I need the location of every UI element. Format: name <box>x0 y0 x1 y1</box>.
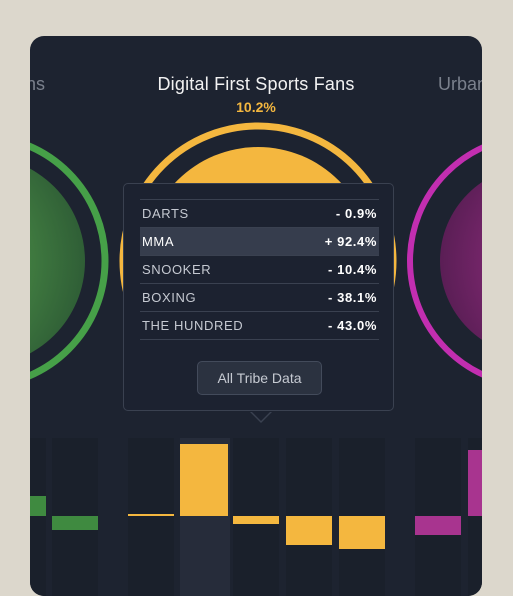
sport-row-darts[interactable]: DARTS - 0.9% <box>140 200 379 228</box>
sport-label: BOXING <box>142 290 197 305</box>
sport-row-mma[interactable]: MMA + 92.4% <box>140 228 379 256</box>
left-tribe-circle[interactable] <box>30 156 85 366</box>
bar-column <box>128 438 174 596</box>
sports-list: DARTS - 0.9% MMA + 92.4% SNOOKER - 10.4%… <box>140 199 379 340</box>
tribe-card: ns Digital First Sports Fans 10.2% Urban… <box>30 36 482 596</box>
all-tribe-data-button[interactable]: All Tribe Data <box>197 361 322 395</box>
bar-right-1[interactable] <box>415 516 461 535</box>
bar-left-1[interactable] <box>30 496 46 516</box>
bar-darts[interactable] <box>128 514 174 516</box>
bar-snooker[interactable] <box>233 516 279 524</box>
sport-value: + 92.4% <box>324 234 377 249</box>
bar-mma[interactable] <box>180 444 228 516</box>
bar-boxing[interactable] <box>286 516 332 545</box>
left-tribe-title[interactable]: ns <box>30 74 46 94</box>
bar-left-2[interactable] <box>52 516 98 530</box>
sport-value: - 10.4% <box>327 262 377 277</box>
right-tribe-circle[interactable] <box>440 166 482 356</box>
sport-value: - 38.1% <box>327 290 377 305</box>
tooltip-pointer-inner <box>251 411 271 421</box>
sport-value: - 43.0% <box>327 318 377 333</box>
bar-the-hundred[interactable] <box>339 516 385 549</box>
sport-label: SNOOKER <box>142 262 212 277</box>
tribe-title: Digital First Sports Fans <box>157 74 355 94</box>
sport-label: DARTS <box>142 206 189 221</box>
sport-label: MMA <box>142 234 175 249</box>
right-tribe-ring[interactable] <box>407 136 482 386</box>
sport-row-the-hundred[interactable]: THE HUNDRED - 43.0% <box>140 312 379 340</box>
sport-label: THE HUNDRED <box>142 318 244 333</box>
left-tribe-ring[interactable] <box>30 136 109 386</box>
bar-column <box>30 438 46 596</box>
sport-row-snooker[interactable]: SNOOKER - 10.4% <box>140 256 379 284</box>
right-tribe-title[interactable]: Urban <box>438 74 482 94</box>
sport-value: - 0.9% <box>335 206 377 221</box>
bar-right-2[interactable] <box>468 450 482 516</box>
tribe-percent: 10.2% <box>236 99 276 115</box>
sports-tooltip: DARTS - 0.9% MMA + 92.4% SNOOKER - 10.4%… <box>123 183 394 411</box>
sport-row-boxing[interactable]: BOXING - 38.1% <box>140 284 379 312</box>
